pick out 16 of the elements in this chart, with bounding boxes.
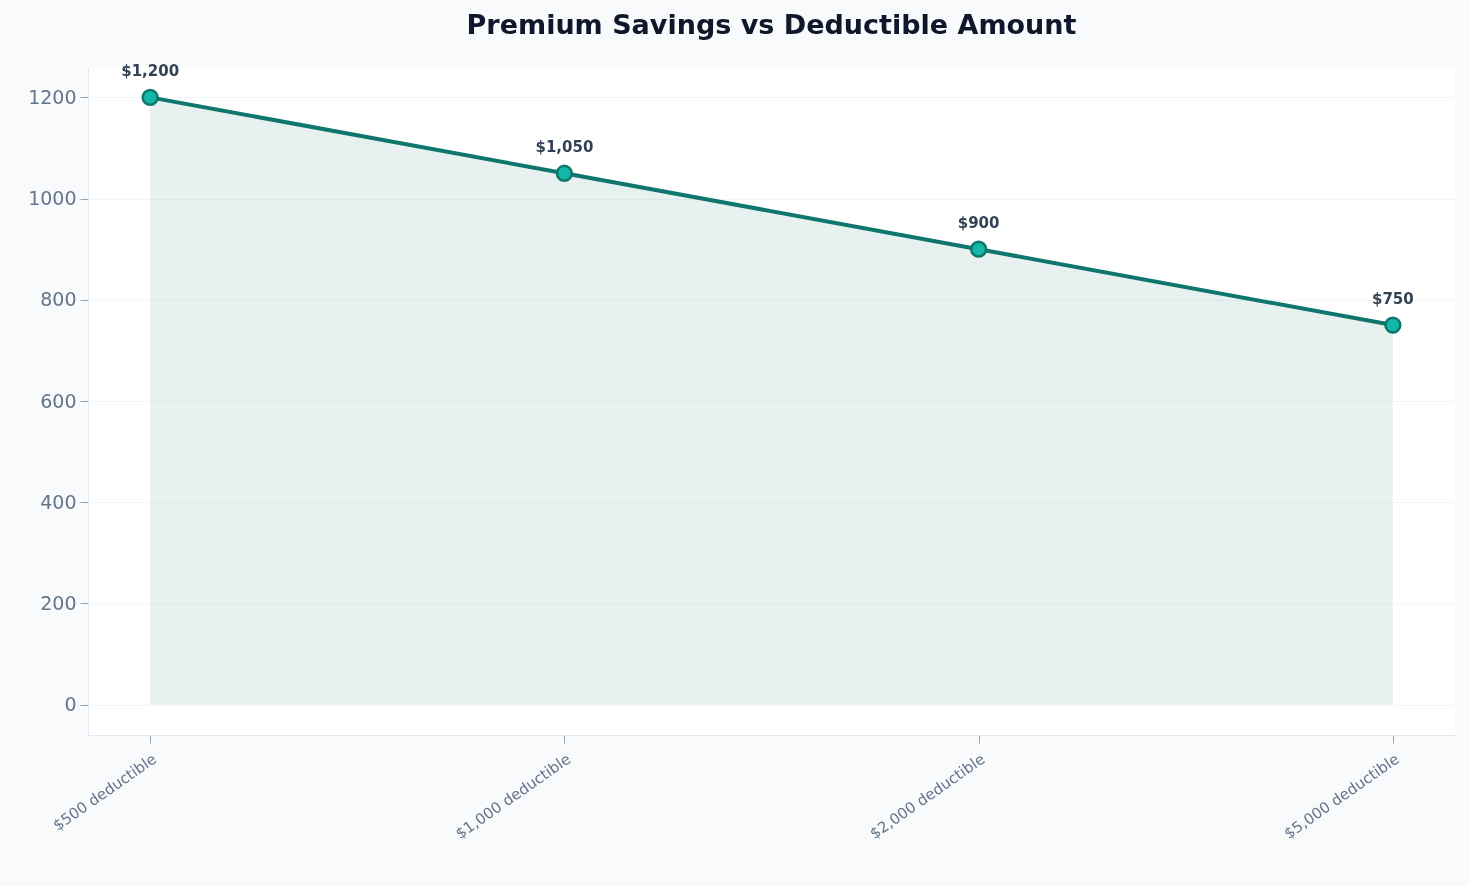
- point: [1384, 316, 1402, 334]
- point: [555, 164, 574, 182]
- y-tick-label: 200: [40, 591, 77, 614]
- chart-title: Premium Savings vs Deductible Amount: [466, 9, 1077, 41]
- data-label: $750: [1371, 290, 1414, 309]
- data-label: $900: [957, 214, 1000, 233]
- point: [969, 240, 988, 258]
- data-label: $1,050: [535, 138, 594, 157]
- data-label: $1,200: [121, 62, 180, 81]
- y-tick-label: 1000: [28, 187, 77, 210]
- y-tick-label: 600: [40, 389, 77, 412]
- point: [141, 88, 159, 107]
- y-tick-label: 800: [40, 288, 77, 311]
- y-tick-label: 0: [64, 693, 77, 716]
- y-tick-label: 1200: [28, 85, 77, 108]
- y-tick-label: 400: [40, 490, 77, 513]
